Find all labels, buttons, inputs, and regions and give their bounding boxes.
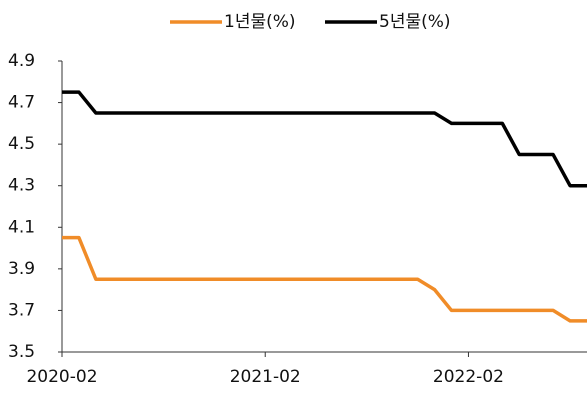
y-tick-label: 4.5	[8, 134, 35, 154]
y-tick-label: 3.9	[8, 259, 35, 279]
y-tick-label: 4.3	[8, 176, 35, 196]
y-tick-label: 4.1	[8, 217, 35, 237]
y-tick-label: 3.7	[8, 300, 35, 320]
legend-label: 1년물(%)	[224, 12, 296, 32]
legend-label: 5년물(%)	[379, 12, 451, 32]
y-tick-label: 3.5	[8, 342, 35, 362]
x-tick-label: 2021-02	[230, 367, 301, 387]
series-line	[62, 90, 587, 188]
x-tick-label: 2022-02	[433, 367, 504, 387]
y-tick-label: 4.7	[8, 93, 35, 113]
series-line	[62, 235, 587, 323]
y-tick-label: 4.9	[8, 51, 35, 71]
x-tick-label: 2020-02	[26, 367, 97, 387]
